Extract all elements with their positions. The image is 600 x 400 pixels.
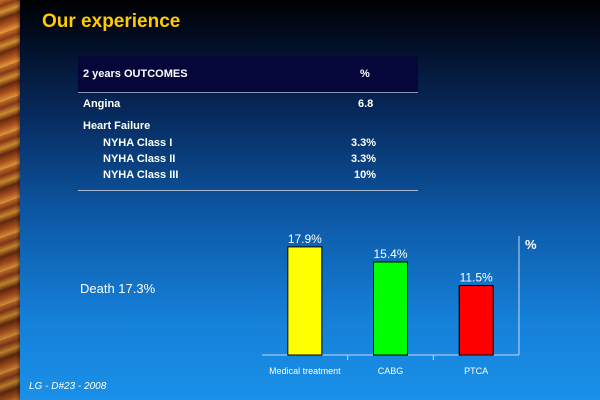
x-tick-label: PTCA xyxy=(464,366,488,376)
bar-cabg xyxy=(373,261,408,356)
bar-ptca xyxy=(458,285,494,356)
table-row-heart-failure: Heart Failure xyxy=(83,120,150,132)
chart-y-axis-label: % xyxy=(525,237,537,252)
table-header-label: 2 years OUTCOMES xyxy=(83,68,188,80)
chart-bars: 17.9% Medical treatment 15.4% CABG 11.5% PTCA xyxy=(269,232,494,376)
decorative-side-strip xyxy=(0,0,20,400)
bar-data-label: 17.9% xyxy=(288,232,322,246)
outcomes-table: 2 years OUTCOMES % Angina 6.8 Heart Fail… xyxy=(78,56,418,181)
slide-title: Our experience xyxy=(42,11,181,32)
row-label: Heart Failure xyxy=(83,120,151,132)
table-bottom-divider xyxy=(78,190,418,191)
table-row-nyha-class-ii: NYHA Class II 3.3% xyxy=(103,153,376,165)
bar-data-label: 15.4% xyxy=(373,247,407,261)
row-label: Angina xyxy=(83,98,121,110)
x-tick-label: CABG xyxy=(378,366,404,376)
table-header: 2 years OUTCOMES % xyxy=(78,56,418,93)
death-label: Death 17.3% xyxy=(80,281,156,296)
table-header-value: % xyxy=(360,68,370,80)
row-label: NYHA Class I xyxy=(103,137,173,149)
row-label: NYHA Class III xyxy=(103,169,179,181)
slide-footer: LG - D#23 - 2008 xyxy=(29,381,107,392)
bar-medical-treatment xyxy=(287,246,323,356)
x-tick-label: Medical treatment xyxy=(269,366,341,376)
table-row-nyha-class-iii: NYHA Class III 10% xyxy=(103,169,376,181)
row-value: 3.3% xyxy=(351,153,377,165)
table-row-angina: Angina 6.8 xyxy=(83,98,373,110)
row-value: 6.8 xyxy=(358,98,374,110)
row-value: 3.3% xyxy=(351,137,377,149)
bar-data-label: 11.5% xyxy=(460,271,493,285)
table-row-nyha-class-i: NYHA Class I 3.3% xyxy=(103,137,376,149)
row-value: 10% xyxy=(354,169,377,181)
row-label: NYHA Class II xyxy=(103,153,176,165)
